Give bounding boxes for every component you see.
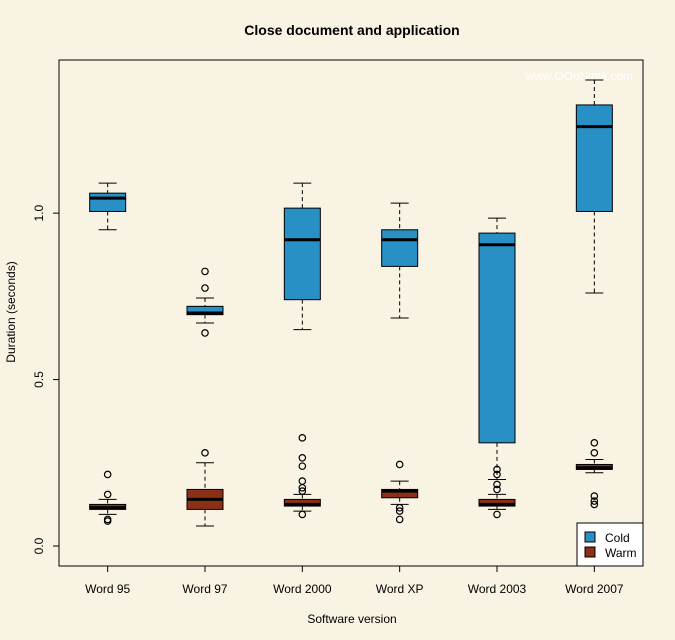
warm-outlier (590, 439, 599, 447)
y-tick-label: 0.0 (32, 537, 46, 554)
watermark: www.OOoNinja.com (525, 69, 633, 83)
y-tick-label: 1.0 (32, 204, 46, 221)
warm-outlier (298, 454, 307, 462)
warm-outlier (590, 492, 599, 500)
warm-outlier (493, 465, 501, 474)
x-tick-label: Word 95 (85, 582, 130, 596)
warm-outlier (493, 510, 501, 519)
legend-label-cold: Cold (605, 531, 630, 545)
legend-box (576, 522, 644, 567)
warm-outlier (298, 462, 307, 470)
cold-outlier (201, 329, 209, 337)
cold-box (478, 232, 516, 444)
warm-outlier (395, 507, 404, 515)
x-tick-label: Word 2003 (468, 582, 527, 596)
warm-outlier (493, 470, 501, 479)
legend-swatch-cold (584, 531, 596, 543)
warm-outlier (590, 497, 599, 505)
legend-swatch-warm (584, 546, 596, 558)
warm-outlier (298, 477, 307, 485)
cold-box (381, 229, 419, 267)
y-axis-label: Duration (seconds) (4, 261, 18, 362)
y-tick-label: 0.5 (32, 371, 46, 388)
plot-area: 0.0 0.5 1.0 Word 95 Word 97 Word 2000 Word XP W… (32, 59, 644, 596)
warm-outlier (103, 515, 112, 524)
plot-frame (58, 59, 644, 567)
warm-outlier (103, 470, 112, 479)
cold-box (89, 192, 127, 212)
x-tick-label: Word 2007 (565, 582, 624, 596)
x-tick-label: Word XP (376, 582, 424, 596)
warm-outlier (493, 480, 501, 489)
warm-outlier (298, 434, 307, 442)
warm-outlier (590, 500, 599, 509)
cold-outlier (201, 284, 209, 292)
x-tick-label: Word 97 (182, 582, 227, 596)
cold-outlier (201, 267, 209, 276)
chart-title: Close document and application (244, 22, 459, 38)
cold-box (186, 305, 224, 316)
warm-box (283, 498, 321, 507)
warm-box (478, 498, 516, 507)
warm-outlier (298, 487, 307, 495)
warm-outlier (395, 515, 404, 524)
cold-box (283, 207, 321, 301)
warm-outlier (103, 490, 112, 499)
warm-outlier (201, 449, 209, 457)
warm-box (381, 488, 419, 499)
legend-label-warm: Warm (605, 546, 637, 560)
x-axis-label: Software version (307, 612, 396, 626)
warm-outlier (493, 485, 501, 494)
x-tick-label: Word 2000 (273, 582, 332, 596)
warm-outlier (395, 503, 404, 512)
warm-outlier (590, 449, 599, 457)
cold-box (575, 104, 613, 212)
warm-outlier (298, 510, 307, 519)
warm-outlier (395, 460, 404, 469)
